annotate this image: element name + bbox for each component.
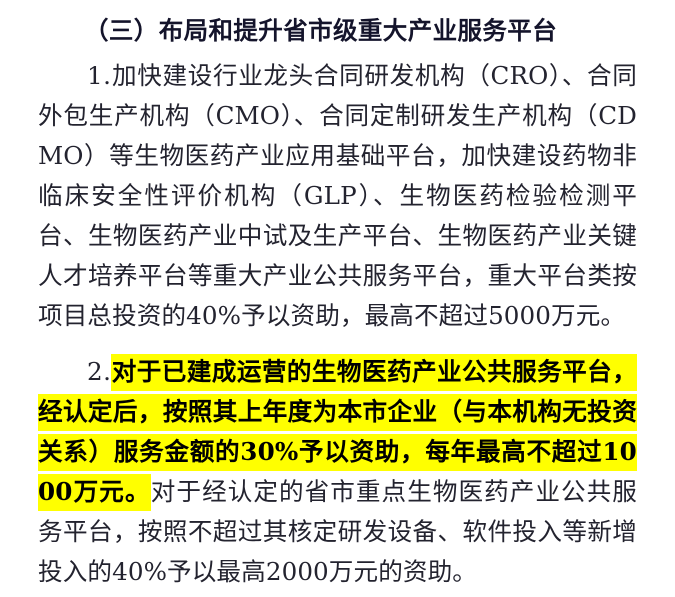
- paragraph-2-trailing-body: 对于经认定的省市重点生物医药产业公共服务平台，按照不超过其核定研发设备、软件投入…: [38, 477, 637, 586]
- paragraph-1-body: 加快建设行业龙头合同研发机构（CRO）、合同外包生产机构（CMO）、合同定制研发…: [38, 61, 637, 330]
- page-title: （三）布局和提升省市级重大产业服务平台: [84, 16, 558, 45]
- list-marker-1: 1.: [87, 61, 112, 90]
- paragraph-item-2: 2.对于已建成运营的生物医药产业公共服务平台，经认定后，按照其上年度为本市企业（…: [0, 352, 675, 592]
- list-marker-2: 2.: [87, 357, 112, 386]
- paragraph-item-1: 1.加快建设行业龙头合同研发机构（CRO）、合同外包生产机构（CMO）、合同定制…: [0, 56, 675, 336]
